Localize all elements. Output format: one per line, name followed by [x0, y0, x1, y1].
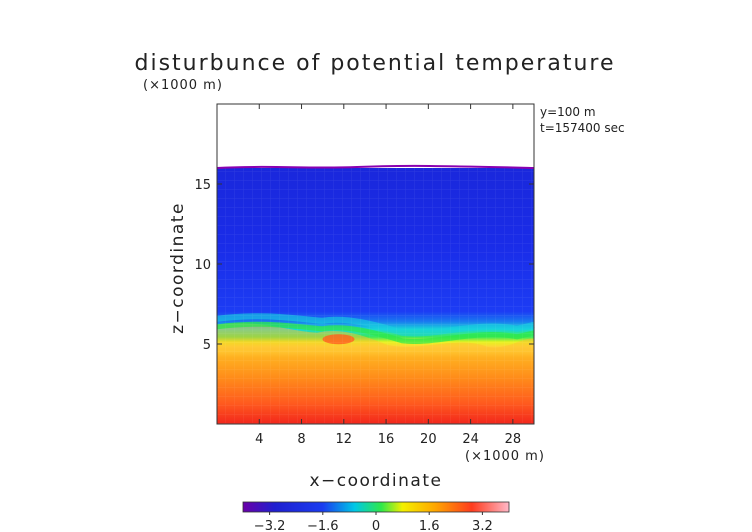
top-boundary — [216, 164, 535, 169]
y-tick-label: 15 — [194, 178, 211, 193]
colorbar-tick-label: 0 — [372, 519, 380, 532]
annotation-t: t=157400 sec — [540, 121, 625, 135]
annotation-y: y=100 m — [540, 105, 596, 119]
x-tick-label: 28 — [505, 432, 522, 447]
x-axis-label: x−coordinate — [310, 471, 443, 491]
x-tick-label: 16 — [378, 432, 395, 447]
x-tick-label: 20 — [420, 432, 437, 447]
y-axis-label: z−coordinate — [168, 202, 188, 334]
colorbar-tick-label: −3.2 — [254, 519, 286, 532]
colorbar-tick-label: 1.6 — [419, 519, 440, 532]
y-tick-label: 5 — [203, 338, 211, 353]
y-tick-label: 10 — [194, 258, 211, 273]
x-tick-label: 8 — [297, 432, 305, 447]
contour-texture — [217, 168, 534, 424]
x-tick-label: 12 — [336, 432, 353, 447]
y-unit-label: (×1000 m) — [143, 78, 223, 93]
x-tick-label: 4 — [255, 432, 263, 447]
colorbar-tick-label: −1.6 — [307, 519, 339, 532]
chart-title: disturbunce of potential temperature — [135, 51, 616, 76]
colorbar-tick-label: 3.2 — [472, 519, 493, 532]
colorbar: −3.2 −1.6 0 1.6 3.2 — [242, 501, 510, 532]
x-unit-label: (×1000 m) — [465, 449, 545, 464]
colorbar-gradient — [242, 501, 510, 513]
plot-area: 4 8 12 16 20 24 28 5 10 15 — [194, 103, 535, 447]
x-tick-label: 24 — [462, 432, 479, 447]
